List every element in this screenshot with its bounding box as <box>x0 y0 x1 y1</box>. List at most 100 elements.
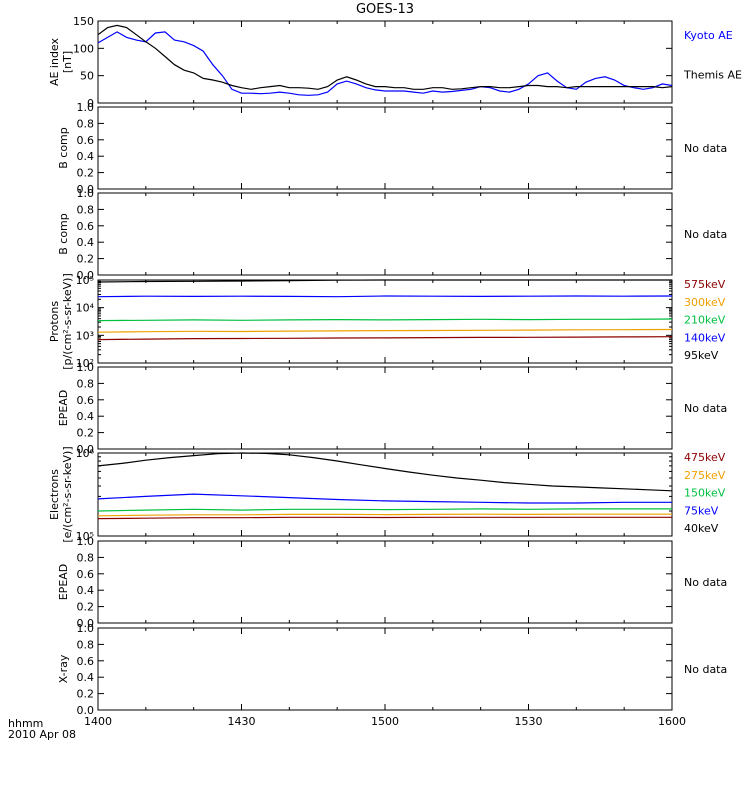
series-line-75kev <box>97 493 672 504</box>
y-tick-label: 0.4 <box>77 236 95 249</box>
y-tick-label: 150 <box>73 15 94 28</box>
panel-bcomp1: 0.0 0.2 0.4 0.6 0.8 1.0 B comp No data <box>57 101 727 196</box>
y-tick-label: 1.0 <box>77 535 95 548</box>
series-line-575kev <box>97 336 673 341</box>
legend-entry: 275keV <box>684 469 726 482</box>
series-line-themis-ae <box>97 24 673 90</box>
y-axis-label: Electrons <box>48 469 61 520</box>
legend-entry: 95keV <box>684 349 719 362</box>
y-axis-label: [e/(cm²-s-sr-keV)] <box>61 446 74 542</box>
y-tick-label: 0.2 <box>77 427 95 440</box>
no-data-note: No data <box>684 142 727 155</box>
y-tick-label: 0.0 <box>77 269 95 282</box>
y-axis-label: EPEAD <box>57 564 70 601</box>
panel-xray: 0.0 0.2 0.4 0.6 0.8 1.0 1400 1430 1500 1530 1600 X-… <box>57 622 727 728</box>
y-axis-label: EPEAD <box>57 390 70 427</box>
panel-frame-epead1 <box>97 366 673 450</box>
y-tick-label: 0.8 <box>77 203 95 216</box>
x-tick-label: 1500 <box>371 715 399 728</box>
y-tick-label: 10⁵ <box>76 274 94 287</box>
y-tick-label: 100 <box>73 42 94 55</box>
series-line-140kev <box>97 295 673 298</box>
y-tick-label: 10³ <box>76 329 94 342</box>
x-tick-label: 1530 <box>515 715 543 728</box>
panel-frame-bcomp2 <box>97 192 673 276</box>
y-axis-label: [nT] <box>61 51 74 73</box>
y-tick-label: 0.8 <box>77 551 95 564</box>
panel-frame-xray <box>97 627 673 711</box>
panel-protons: 10² 10³ 10⁴ 10⁵ Protons [p/(cm²-s-sr-keV)] 575… <box>48 273 726 370</box>
panel-frame-epead2 <box>97 540 673 624</box>
y-tick-label: 0.4 <box>77 671 95 684</box>
y-tick-label: 0.0 <box>77 704 95 717</box>
legend-entry: 140keV <box>684 331 726 344</box>
y-tick-label: 0.0 <box>77 617 95 630</box>
y-tick-label: 0.6 <box>77 394 95 407</box>
panels: 0 50 100 150 AE index [nT] Kyoto AE Themis AE 0.… <box>48 15 742 728</box>
y-tick-label: 0 <box>87 97 94 110</box>
series-line-300kev <box>97 328 673 333</box>
y-tick-label: 0.8 <box>77 638 95 651</box>
series-line-150kev <box>97 508 672 512</box>
panel-frame-protons <box>97 279 673 364</box>
y-tick-label: 0.2 <box>77 688 95 701</box>
y-tick-label: 0.6 <box>77 655 95 668</box>
y-tick-label: 0.6 <box>77 220 95 233</box>
no-data-note: No data <box>684 228 727 241</box>
legend-entry: 300keV <box>684 296 726 309</box>
y-axis-label: B comp <box>57 127 70 169</box>
y-tick-label: 0.4 <box>77 584 95 597</box>
y-axis-label: [p/(cm²-s-sr-keV)] <box>61 273 74 370</box>
y-tick-label: 10⁶ <box>76 447 95 460</box>
y-tick-label: 10² <box>76 357 94 370</box>
panel-epead1: 0.0 0.2 0.4 0.6 0.8 1.0 EPEAD No data <box>57 361 727 456</box>
series-line-475kev <box>97 516 672 520</box>
legend-entry: 75keV <box>684 504 719 517</box>
legend-entry: 475keV <box>684 451 726 464</box>
plot-title: GOES-13 <box>356 2 414 17</box>
x-tick-label: 1600 <box>658 715 686 728</box>
series-line-kyoto-ae <box>97 31 673 96</box>
legend-entry: 40keV <box>684 522 719 535</box>
legend-entry: Themis AE <box>683 68 742 81</box>
y-axis-label: Protons <box>48 301 61 342</box>
y-axis-label: B comp <box>57 213 70 255</box>
no-data-note: No data <box>684 663 727 676</box>
y-tick-label: 0.2 <box>77 167 95 180</box>
series-line-40kev <box>97 452 673 492</box>
series-line-210kev <box>97 318 673 322</box>
y-tick-label: 1.0 <box>77 187 95 200</box>
date-label: 2010 Apr 08 <box>8 728 76 741</box>
y-tick-label: 0.2 <box>77 601 95 614</box>
legend-entry: 575keV <box>684 278 726 291</box>
x-tick-label: 1400 <box>84 715 112 728</box>
y-tick-label: 10⁴ <box>76 302 95 315</box>
panel-electrons: 10⁵ 10⁶ Electrons [e/(cm²-s-sr-keV)] 475keV 2… <box>48 446 726 543</box>
x-tick-label: 1430 <box>228 715 256 728</box>
y-tick-label: 10⁵ <box>76 530 94 543</box>
no-data-note: No data <box>684 402 727 415</box>
time-axis-label: hhmm <box>8 717 43 730</box>
panel-frame-bcomp1 <box>97 106 673 190</box>
legend-entry: 150keV <box>684 487 726 500</box>
y-tick-label: 1.0 <box>77 622 95 635</box>
y-axis-label: X-ray <box>57 654 70 683</box>
no-data-note: No data <box>684 576 727 589</box>
y-tick-label: 1.0 <box>77 361 95 374</box>
y-tick-label: 0.4 <box>77 150 95 163</box>
legend-entry: 210keV <box>684 314 726 327</box>
y-tick-label: 0.0 <box>77 183 95 196</box>
y-tick-label: 0.2 <box>77 253 95 266</box>
series-line-95kev <box>97 279 672 283</box>
panel-epead2: 0.0 0.2 0.4 0.6 0.8 1.0 EPEAD No data <box>57 535 727 630</box>
y-tick-label: 0.8 <box>77 377 95 390</box>
series-line-275kev <box>97 513 672 517</box>
y-tick-label: 0.6 <box>77 568 95 581</box>
legend-entry: Kyoto AE <box>684 29 733 42</box>
panel-bcomp2: 0.0 0.2 0.4 0.6 0.8 1.0 B comp No data <box>57 187 727 282</box>
y-tick-label: 50 <box>80 70 94 83</box>
y-tick-label: 0.0 <box>77 443 95 456</box>
y-tick-label: 0.4 <box>77 410 95 423</box>
